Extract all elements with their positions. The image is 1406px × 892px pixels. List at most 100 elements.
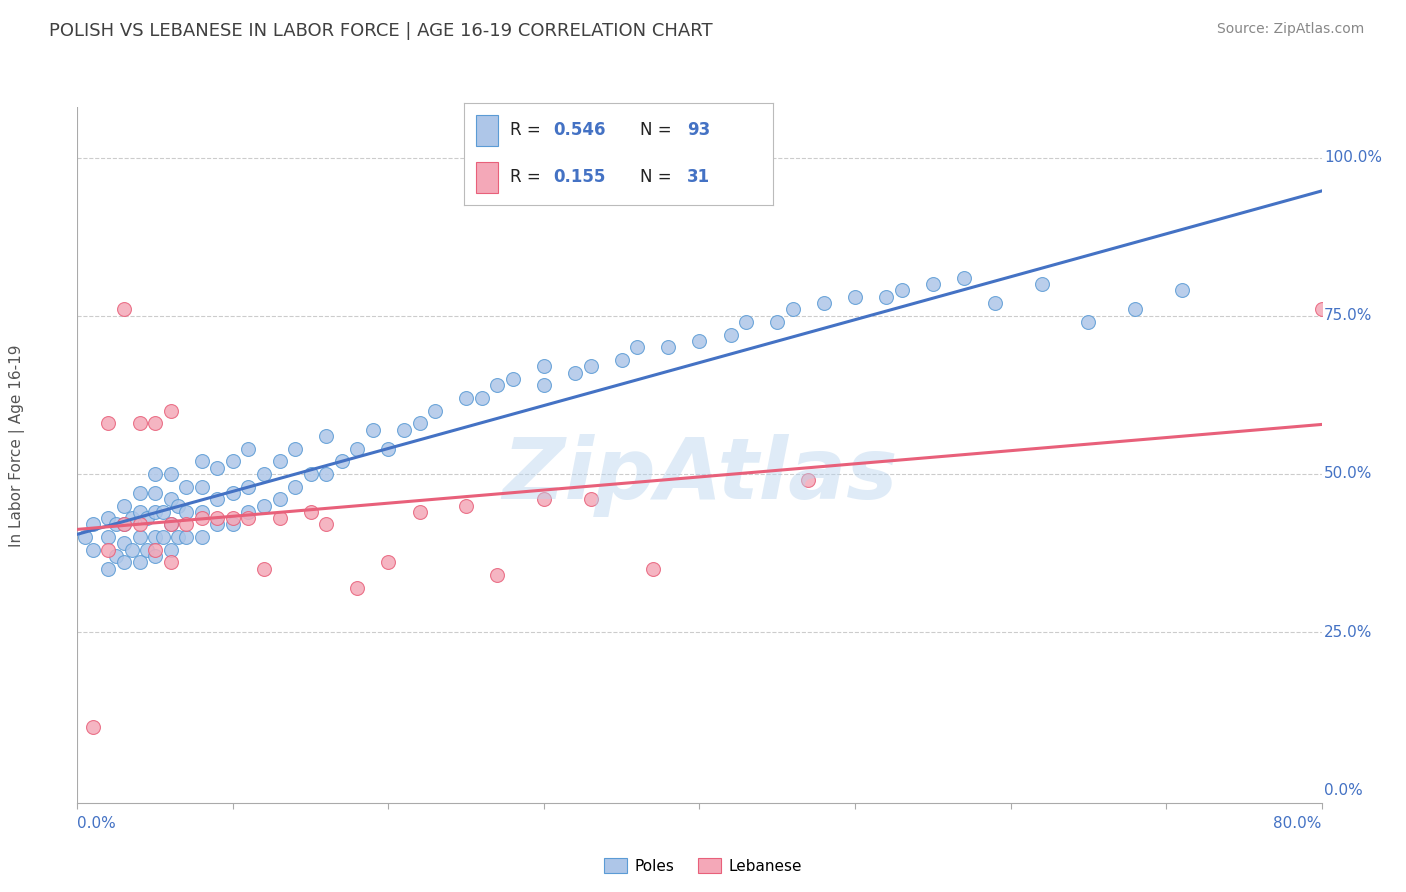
- Text: 0.155: 0.155: [554, 169, 606, 186]
- Point: [408, 505, 430, 519]
- Point: [222, 454, 245, 468]
- Text: Source: ZipAtlas.com: Source: ZipAtlas.com: [1216, 22, 1364, 37]
- Text: 31: 31: [686, 169, 710, 186]
- Point: [112, 517, 135, 532]
- Point: [797, 473, 820, 487]
- Point: [533, 492, 555, 507]
- Text: POLISH VS LEBANESE IN LABOR FORCE | AGE 16-19 CORRELATION CHART: POLISH VS LEBANESE IN LABOR FORCE | AGE …: [49, 22, 713, 40]
- Point: [97, 542, 120, 557]
- Point: [97, 562, 120, 576]
- Point: [641, 562, 664, 576]
- Point: [689, 334, 711, 348]
- Point: [191, 530, 214, 544]
- Point: [97, 417, 120, 431]
- Point: [253, 467, 276, 481]
- Point: [284, 479, 307, 493]
- Point: [174, 479, 197, 493]
- Point: [128, 505, 150, 519]
- Point: [392, 423, 415, 437]
- Point: [82, 542, 104, 557]
- Point: [377, 556, 399, 570]
- Point: [82, 517, 104, 532]
- Text: N =: N =: [640, 169, 672, 186]
- Text: 80.0%: 80.0%: [1274, 816, 1322, 831]
- Point: [152, 530, 174, 544]
- Point: [953, 270, 976, 285]
- Point: [82, 720, 104, 734]
- Point: [143, 505, 166, 519]
- Point: [143, 467, 166, 481]
- Point: [128, 530, 150, 544]
- Point: [564, 366, 586, 380]
- Point: [533, 359, 555, 374]
- Point: [75, 530, 97, 544]
- Point: [269, 511, 291, 525]
- Point: [456, 391, 478, 405]
- Point: [112, 302, 135, 317]
- Point: [1031, 277, 1053, 292]
- Point: [502, 372, 524, 386]
- Point: [152, 505, 174, 519]
- Point: [191, 479, 214, 493]
- Point: [128, 417, 150, 431]
- Point: [159, 403, 181, 417]
- Point: [207, 517, 229, 532]
- Point: [766, 315, 789, 329]
- Point: [875, 290, 897, 304]
- Point: [269, 454, 291, 468]
- Point: [813, 296, 835, 310]
- Point: [844, 290, 866, 304]
- Point: [346, 581, 368, 595]
- Point: [579, 492, 602, 507]
- Point: [533, 378, 555, 392]
- Point: [222, 517, 245, 532]
- Point: [471, 391, 494, 405]
- Point: [284, 442, 307, 456]
- Text: 100.0%: 100.0%: [1324, 150, 1382, 165]
- Point: [112, 517, 135, 532]
- Point: [159, 517, 181, 532]
- Point: [486, 378, 509, 392]
- Point: [121, 542, 143, 557]
- Point: [315, 429, 337, 443]
- Text: R =: R =: [510, 121, 541, 139]
- Point: [112, 499, 135, 513]
- Point: [174, 530, 197, 544]
- Point: [1170, 284, 1192, 298]
- Point: [112, 536, 135, 550]
- Point: [299, 467, 322, 481]
- Point: [143, 417, 166, 431]
- Text: 50.0%: 50.0%: [1324, 467, 1372, 482]
- Point: [128, 486, 150, 500]
- Point: [720, 327, 742, 342]
- Point: [207, 511, 229, 525]
- FancyBboxPatch shape: [477, 115, 498, 145]
- Text: 0.0%: 0.0%: [1324, 782, 1362, 797]
- Point: [423, 403, 446, 417]
- Point: [207, 460, 229, 475]
- Point: [105, 549, 128, 563]
- Text: R =: R =: [510, 169, 541, 186]
- Point: [486, 568, 509, 582]
- Point: [238, 511, 260, 525]
- Point: [159, 492, 181, 507]
- Point: [174, 505, 197, 519]
- Point: [1310, 302, 1333, 317]
- Point: [238, 442, 260, 456]
- Point: [136, 542, 159, 557]
- FancyBboxPatch shape: [477, 162, 498, 193]
- Text: N =: N =: [640, 121, 672, 139]
- Point: [890, 284, 912, 298]
- Point: [238, 479, 260, 493]
- Point: [136, 511, 159, 525]
- Point: [315, 517, 337, 532]
- Point: [167, 499, 190, 513]
- Point: [191, 505, 214, 519]
- Point: [657, 340, 679, 354]
- Point: [269, 492, 291, 507]
- Point: [174, 517, 197, 532]
- Legend: Poles, Lebanese: Poles, Lebanese: [598, 852, 808, 880]
- Text: ZipAtlas: ZipAtlas: [502, 434, 897, 517]
- Point: [222, 511, 245, 525]
- Point: [112, 556, 135, 570]
